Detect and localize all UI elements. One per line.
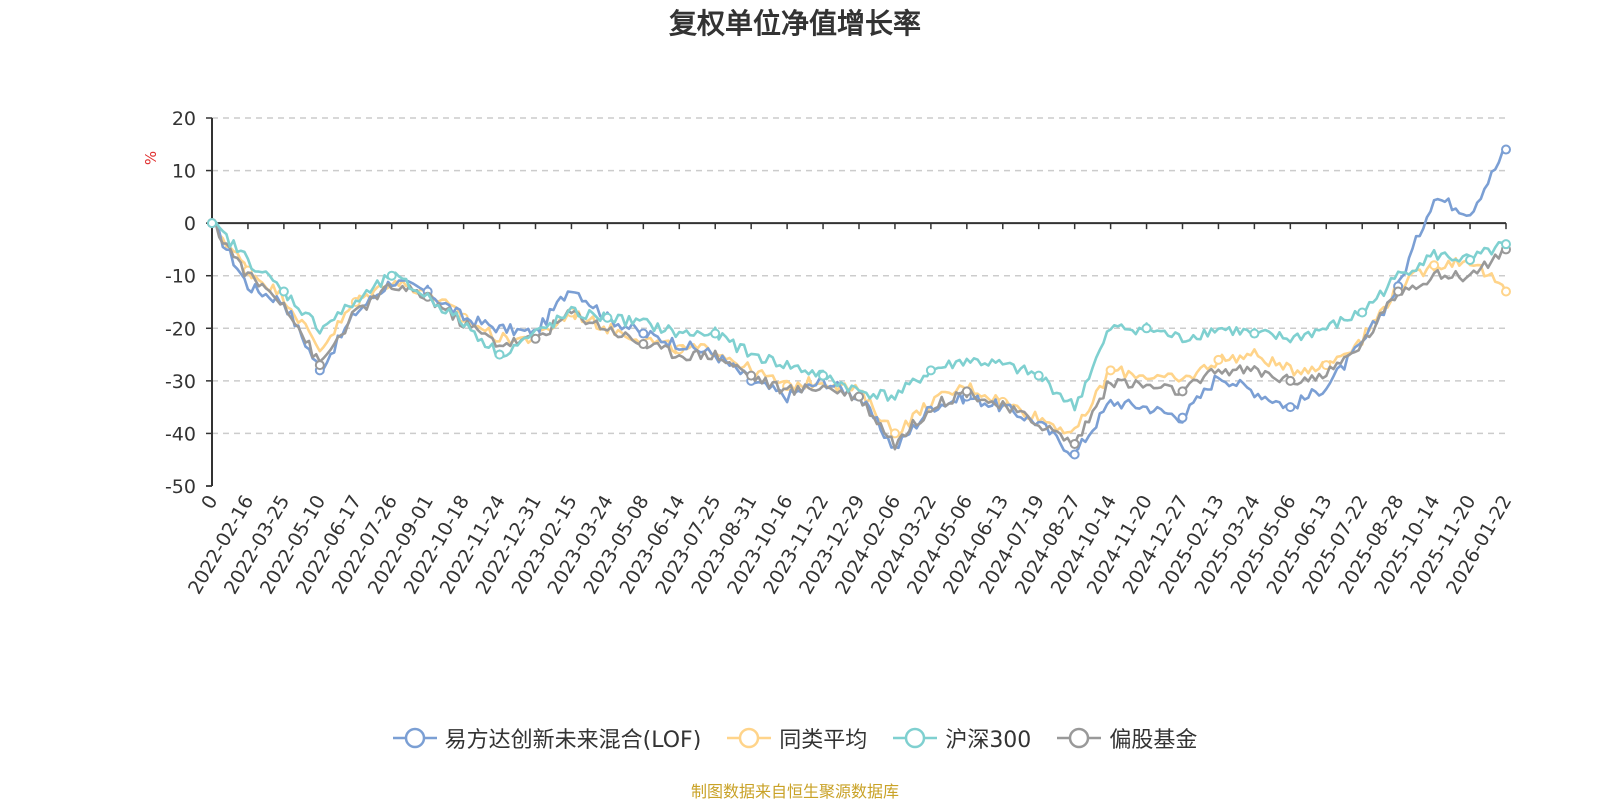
chart-title: 复权单位净值增长率 [668, 7, 921, 40]
legend: 易方达创新未来混合(LOF) 同类平均 沪深300 偏股基金 [0, 722, 1590, 754]
data-point [207, 218, 217, 229]
data-point [494, 349, 505, 360]
data-point [1069, 438, 1080, 449]
y-tick-label: -20 [165, 318, 196, 340]
data-point [1285, 402, 1296, 413]
legend-item-2[interactable]: 沪深300 [893, 722, 1031, 754]
y-tick-label: 0 [184, 213, 196, 235]
data-point [314, 360, 325, 371]
data-point [1249, 328, 1260, 339]
legend-label: 同类平均 [779, 728, 868, 753]
series-line-2 [211, 220, 1507, 412]
data-point [1285, 375, 1296, 386]
data-point [1429, 260, 1440, 271]
data-point [710, 328, 721, 339]
data-point [925, 365, 936, 376]
legend-label: 易方达创新未来混合(LOF) [444, 728, 702, 753]
data-point [530, 333, 541, 344]
data-point [386, 270, 397, 281]
data-point [1321, 360, 1332, 371]
footer-source: 制图数据来自恒生聚源数据库 [690, 782, 899, 801]
legend-item-1[interactable]: 同类平均 [727, 722, 867, 754]
data-point [818, 370, 829, 381]
y-tick-label: -40 [165, 423, 196, 445]
legend-item-3[interactable]: 偏股基金 [1057, 722, 1197, 754]
legend-label: 沪深300 [945, 728, 1032, 753]
data-point [602, 312, 613, 323]
data-point [1501, 144, 1511, 155]
legend-swatch-icon [727, 727, 772, 749]
data-point [1033, 370, 1044, 381]
data-point [638, 328, 649, 339]
data-point [1213, 354, 1224, 365]
y-tick-label: 10 [172, 161, 196, 183]
data-point [638, 339, 649, 350]
data-point [1105, 365, 1116, 376]
data-point [1501, 239, 1511, 250]
data-point [854, 391, 864, 402]
legend-swatch-icon [392, 727, 437, 749]
series-line-1 [212, 221, 1508, 438]
y-tick-label: -10 [165, 266, 196, 288]
data-point [1465, 254, 1476, 265]
series-line-0 [211, 148, 1507, 458]
data-point [746, 370, 757, 381]
data-point [1357, 307, 1368, 318]
x-tick-label: 0 [197, 492, 222, 513]
data-point [1393, 286, 1404, 297]
data-point [1501, 286, 1511, 297]
legend-swatch-icon [1057, 727, 1102, 749]
y-tick-label: -30 [165, 371, 196, 393]
data-point [1141, 323, 1152, 334]
legend-swatch-icon [893, 727, 938, 749]
y-tick-label: 20 [172, 108, 196, 130]
y-tick-label: -50 [165, 476, 196, 498]
legend-label: 偏股基金 [1109, 728, 1198, 753]
data-point [278, 286, 289, 297]
data-point [889, 428, 900, 439]
legend-item-0[interactable]: 易方达创新未来混合(LOF) [392, 722, 702, 754]
data-point [1177, 386, 1188, 397]
y-axis-label: % [142, 151, 160, 165]
data-point [961, 386, 972, 397]
data-point [1177, 412, 1188, 423]
data-point [1069, 449, 1080, 460]
